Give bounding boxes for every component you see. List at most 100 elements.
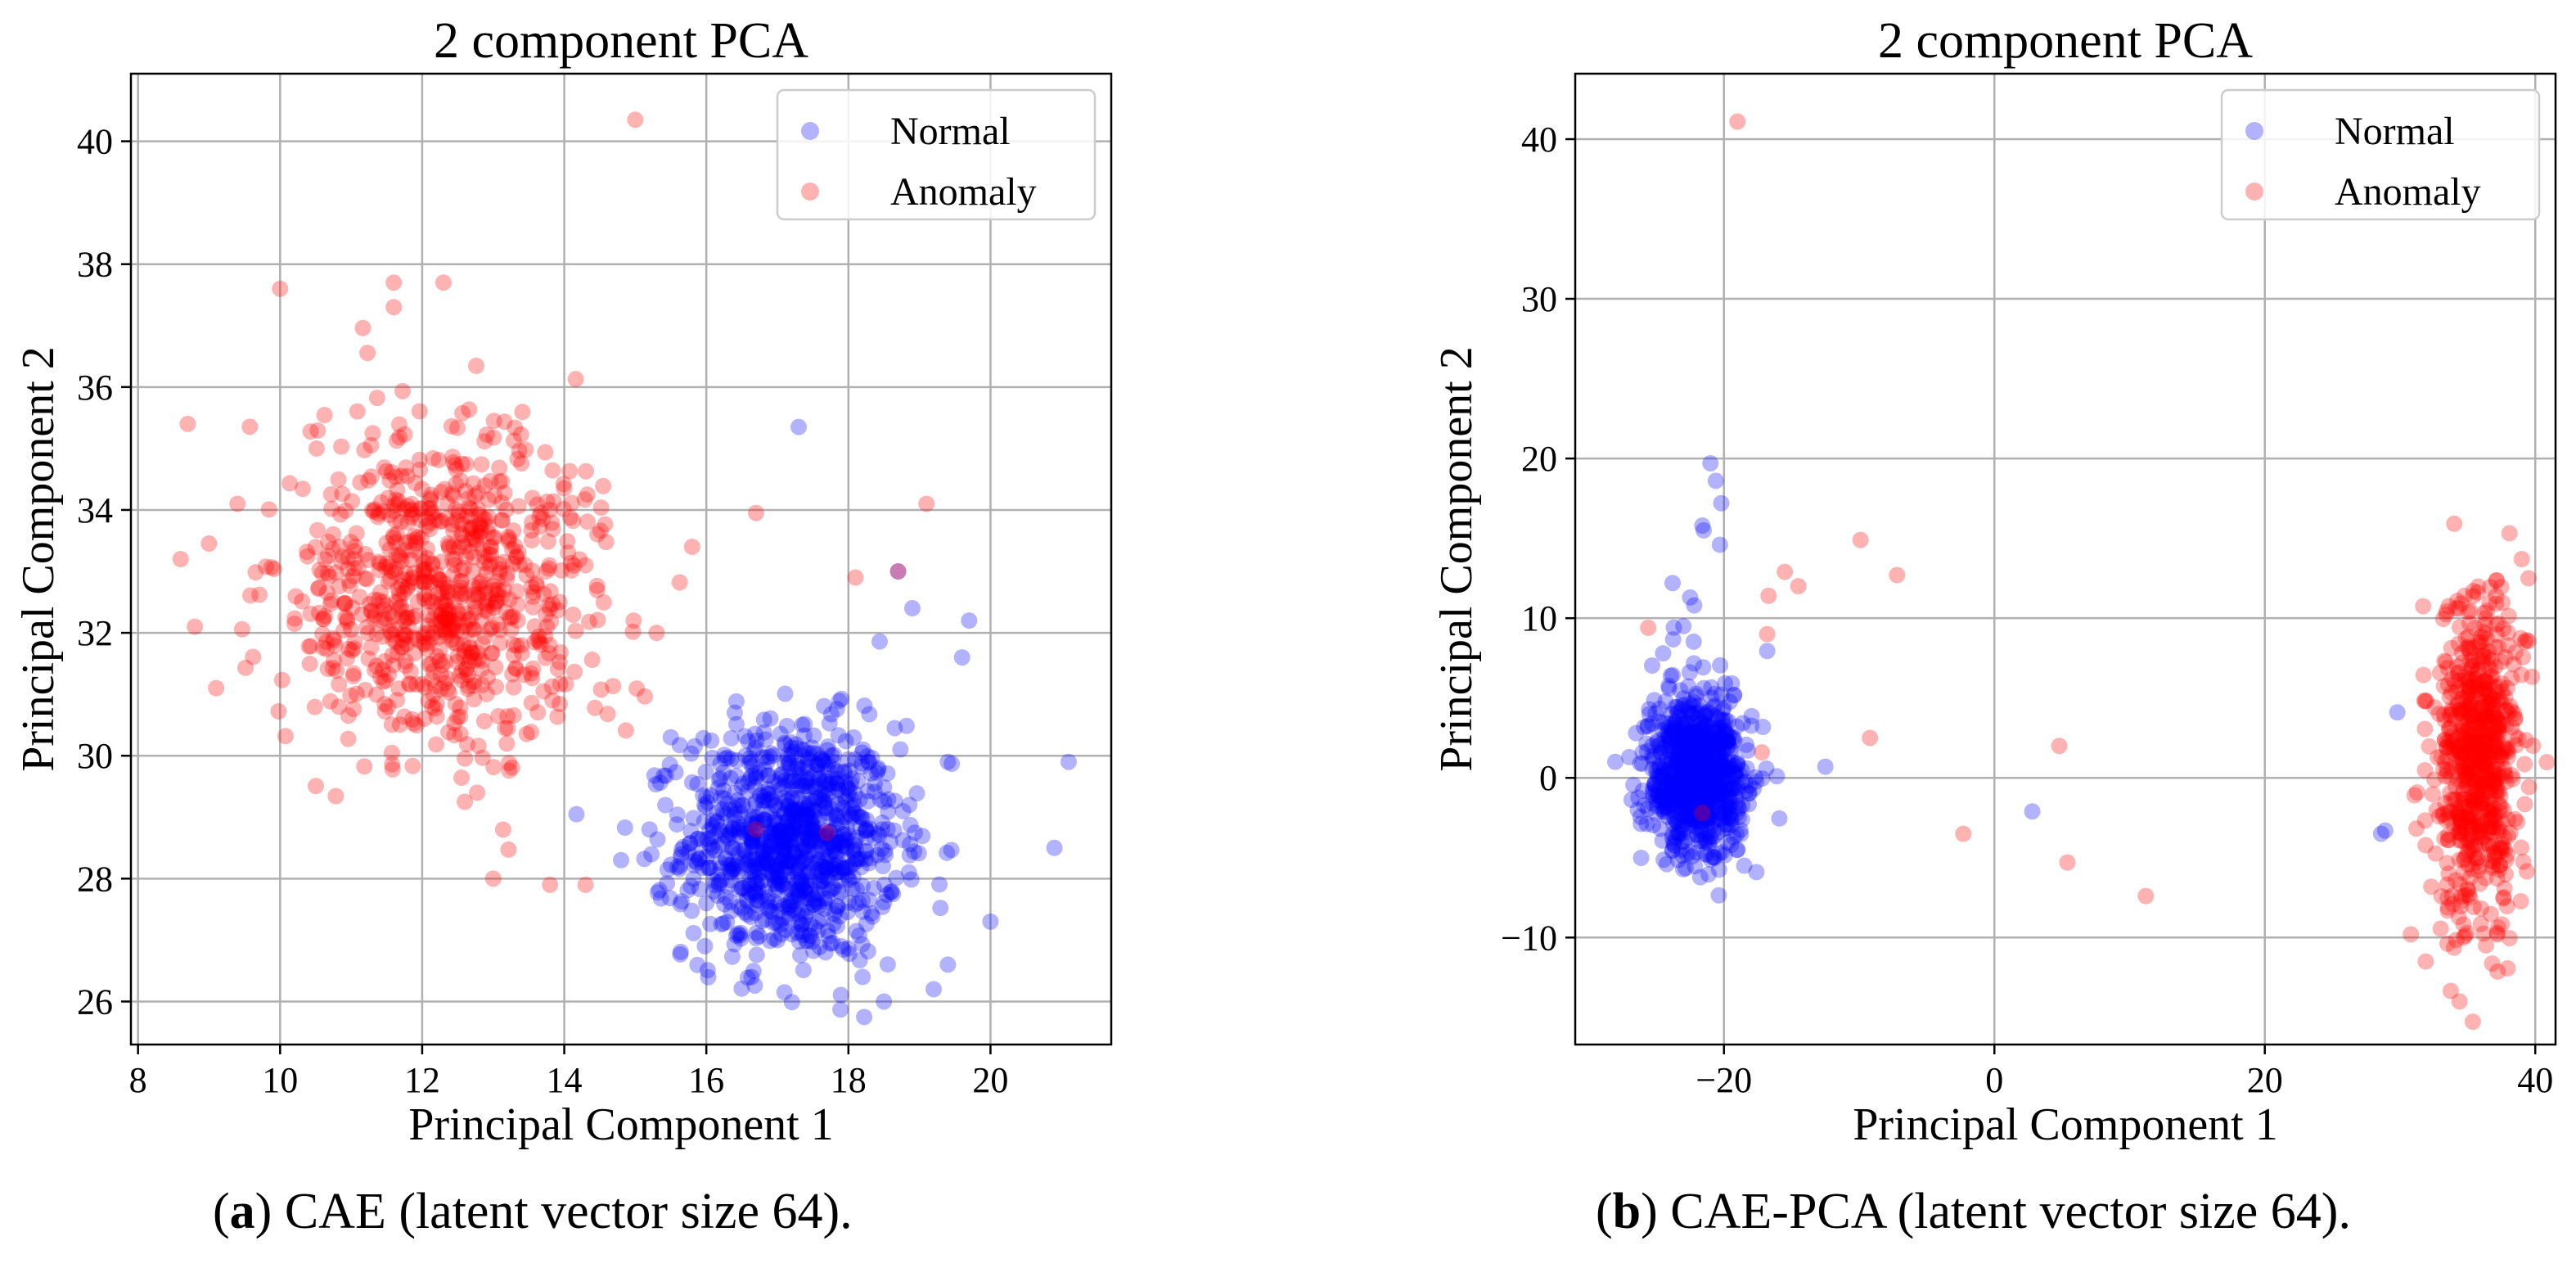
anomaly-point <box>398 626 415 643</box>
normal-point <box>1723 781 1740 798</box>
anomaly-point <box>2434 806 2452 824</box>
normal-point <box>819 756 836 773</box>
normal-point <box>833 860 850 877</box>
anomaly-point <box>2472 699 2489 716</box>
anomaly-point <box>368 686 385 703</box>
normal-point <box>759 846 776 863</box>
anomaly-point <box>399 609 416 626</box>
normal-point <box>1685 720 1702 737</box>
normal-point <box>808 851 826 868</box>
anomaly-point <box>2438 653 2455 670</box>
normal-point <box>729 792 746 809</box>
normal-point <box>1728 842 1745 859</box>
normal-point <box>1677 751 1694 768</box>
normal-point <box>835 826 852 843</box>
normal-point <box>1653 789 1670 806</box>
normal-point <box>803 855 820 872</box>
anomaly-point <box>476 602 493 619</box>
normal-point <box>1733 810 1750 828</box>
anomaly-point <box>465 620 482 638</box>
normal-point <box>1668 757 1685 774</box>
anomaly-point <box>412 512 429 529</box>
anomaly-point <box>354 606 371 623</box>
anomaly-point <box>2486 819 2503 836</box>
anomaly-point <box>432 607 449 624</box>
anomaly-point <box>524 514 541 531</box>
anomaly-point <box>395 571 412 589</box>
normal-point <box>1714 723 1732 740</box>
normal-point <box>1656 728 1673 745</box>
anomaly-point <box>2496 765 2513 782</box>
normal-point <box>821 715 838 732</box>
anomaly-point <box>537 649 554 666</box>
anomaly-point <box>454 404 471 422</box>
anomaly-point <box>2461 712 2478 729</box>
normal-point <box>705 882 723 900</box>
normal-point <box>1719 781 1736 798</box>
normal-point <box>1696 679 1713 697</box>
anomaly-point <box>2474 697 2491 715</box>
anomaly-point <box>2486 747 2503 765</box>
normal-point <box>1768 768 1786 785</box>
normal-point <box>1716 765 1733 782</box>
anomaly-point <box>501 591 518 608</box>
normal-point <box>726 936 743 953</box>
normal-point <box>819 742 836 759</box>
normal-point <box>943 842 960 859</box>
normal-point <box>759 828 777 845</box>
anomaly-point <box>469 644 486 661</box>
anomaly-point <box>424 555 441 572</box>
normal-point <box>789 882 806 899</box>
anomaly-point <box>2488 626 2506 643</box>
normal-point <box>1672 773 1689 790</box>
y-axis-label: Principal Component 2 <box>1431 346 1482 772</box>
anomaly-point <box>337 502 354 519</box>
anomaly-point <box>453 622 471 639</box>
anomaly-point <box>425 686 442 703</box>
anomaly-point <box>478 584 495 602</box>
normal-point <box>1698 846 1715 863</box>
normal-point <box>875 858 892 875</box>
normal-point <box>824 880 841 897</box>
anomaly-point <box>389 526 406 543</box>
normal-point <box>1739 742 1756 759</box>
normal-point <box>1694 755 1711 772</box>
anomaly-point <box>2448 932 2465 949</box>
normal-point <box>786 802 803 819</box>
normal-point <box>763 867 781 884</box>
normal-point <box>1680 703 1697 720</box>
normal-point <box>1698 758 1715 775</box>
anomaly-point <box>2490 861 2507 878</box>
anomaly-point <box>2497 739 2514 756</box>
normal-point <box>1664 842 1682 859</box>
anomaly-point <box>430 571 448 588</box>
normal-point <box>801 836 818 853</box>
anomaly-point <box>363 603 381 620</box>
normal-point <box>765 824 782 842</box>
anomaly-point <box>294 593 311 610</box>
normal-point <box>826 747 843 764</box>
normal-point <box>864 908 881 925</box>
anomaly-point <box>2491 678 2508 695</box>
normal-point <box>844 869 862 886</box>
anomaly-point <box>413 573 430 590</box>
normal-point <box>1700 806 1718 824</box>
normal-point <box>812 833 829 850</box>
anomaly-point <box>260 501 277 518</box>
normal-point <box>763 858 780 875</box>
normal-point <box>768 797 785 814</box>
anomaly-point <box>2482 852 2499 869</box>
normal-point <box>776 841 793 858</box>
normal-point <box>1691 715 1709 733</box>
anomaly-point <box>555 476 572 493</box>
anomaly-point <box>1862 729 1879 747</box>
anomaly-point <box>415 561 432 578</box>
anomaly-point <box>2461 685 2479 702</box>
anomaly-point <box>597 516 614 533</box>
normal-point <box>697 799 714 816</box>
normal-point <box>858 747 876 765</box>
anomaly-point <box>389 496 406 513</box>
anomaly-point <box>415 553 432 571</box>
normal-point <box>831 782 848 799</box>
normal-point <box>1692 735 1709 752</box>
